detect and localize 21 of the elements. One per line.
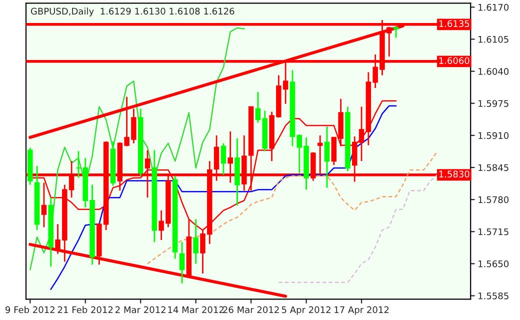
ref-line-label: 1.6060 <box>439 57 470 64</box>
y-tick-label: 1.6040 <box>478 68 509 75</box>
x-tick-label: 17 Apr 2012 <box>334 306 389 315</box>
x-tick-label: 9 Feb 2012 <box>5 306 54 314</box>
y-tick-label: 1.5975 <box>478 100 508 107</box>
ref-line-label: 1.6135 <box>439 20 470 28</box>
y-tick-label: 1.5585 <box>478 292 508 300</box>
chart-title: GBPUSD,Daily 1.6129 1.6130 1.6108 1.6126 <box>30 8 234 16</box>
y-tick-label: 1.5845 <box>478 164 508 172</box>
y-tick-label: 1.6170 <box>478 4 509 11</box>
x-tick-label: 14 Mar 2012 <box>168 306 224 314</box>
x-tick-label: 2 Mar 2012 <box>116 306 166 314</box>
x-tick-label: 5 Apr 2012 <box>282 306 330 315</box>
y-tick-label: 1.6105 <box>478 36 508 43</box>
ref-line-label: 1.5830 <box>439 170 470 178</box>
y-tick-label: 1.5715 <box>478 228 508 236</box>
x-tick-label: 21 Feb 2012 <box>58 306 113 314</box>
x-tick-label: 26 Mar 2012 <box>223 306 279 314</box>
y-tick-label: 1.5780 <box>478 196 509 204</box>
y-tick-label: 1.5910 <box>478 132 509 139</box>
y-tick-label: 1.5650 <box>478 260 509 268</box>
